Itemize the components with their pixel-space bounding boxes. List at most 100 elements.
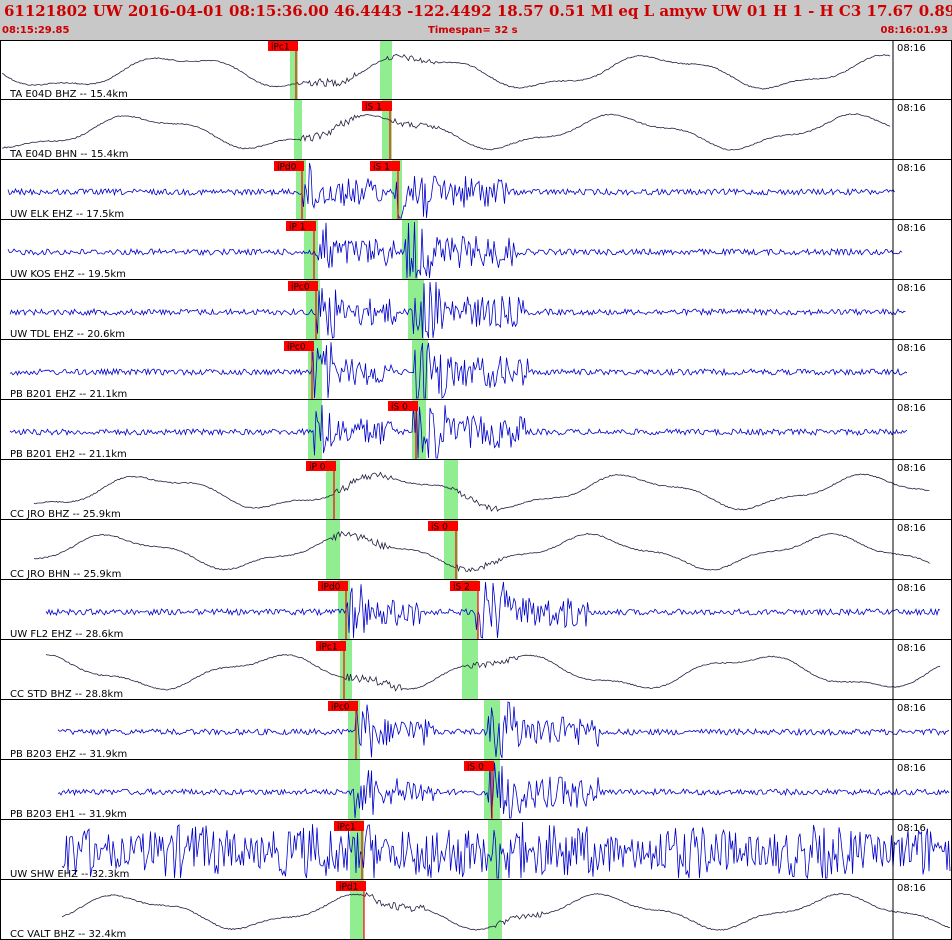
time-label: 08:16 <box>897 163 926 174</box>
time-label: 08:16 <box>897 883 926 894</box>
p-pick-label: iPd0 <box>321 583 341 593</box>
s-pick-flag <box>370 161 400 171</box>
p-pick-label: iPc1 <box>271 43 290 53</box>
waveform <box>61 891 951 931</box>
s-pick-label: iS 0 <box>391 403 408 413</box>
s-pick-flag <box>464 761 494 771</box>
p-pick-flag <box>328 701 358 711</box>
time-label: 08:16 <box>897 583 926 594</box>
station-label: CC JRO BHN -- 25.9km <box>10 569 121 580</box>
trace-row[interactable]: iPd1 08:16 CC VALT BHZ -- 32.4km <box>0 880 952 940</box>
trace-row[interactable]: iPc1 08:16 TA E04D BHZ -- 15.4km <box>0 40 952 100</box>
waveform <box>9 281 906 339</box>
time-label: 08:16 <box>897 403 926 414</box>
p-window <box>290 40 298 100</box>
waveform <box>1 113 891 151</box>
time-label: 08:16 <box>897 463 926 474</box>
panel-frame <box>0 40 952 940</box>
waveform <box>45 654 941 692</box>
trace-row[interactable]: iPc0 08:16 PB B201 EHZ -- 21.1km <box>0 340 952 400</box>
trace-row[interactable]: iS 1 08:16 TA E04D BHN -- 15.4km <box>0 100 952 160</box>
station-label: TA E04D BHN -- 15.4km <box>9 149 129 160</box>
s-pick-label: iS 2 <box>453 583 470 593</box>
seismogram-panel[interactable]: iPc1 08:16 TA E04D BHZ -- 15.4km iS 1 08:16 T… <box>0 40 952 940</box>
station-label: UW KOS EHZ -- 19.5km <box>10 269 126 280</box>
p-pick-flag <box>286 221 316 231</box>
p-pick-flag <box>274 161 304 171</box>
p-pick-label: iPd0 <box>277 163 297 173</box>
s-pick-label: iS 1 <box>373 163 390 173</box>
s-window <box>462 580 478 640</box>
s-pick-label: iS 1 <box>365 103 382 113</box>
trace-row[interactable]: iP 0 08:16 CC JRO BHZ -- 25.9km <box>0 460 952 520</box>
p-pick-label: iP 1 <box>289 223 306 233</box>
s-pick-flag <box>362 101 392 111</box>
p-pick-flag <box>336 881 366 891</box>
time-label: 08:16 <box>897 343 926 354</box>
time-label: 08:16 <box>897 823 926 834</box>
p-pick-flag <box>288 281 318 291</box>
trace-row[interactable]: iPc1 08:16 CC STD BHZ -- 28.8km <box>0 640 952 700</box>
p-pick-label: iPc1 <box>337 823 356 833</box>
waveform <box>33 471 930 512</box>
end-time-label: 08:16:01.93 <box>880 25 948 36</box>
header-bar: 61121802 UW 2016-04-01 08:15:36.00 46.44… <box>0 0 952 40</box>
p-window <box>326 520 340 580</box>
trace-row[interactable]: iP 1 08:16 UW KOS EHZ -- 19.5km <box>0 220 952 280</box>
event-title: 61121802 UW 2016-04-01 08:15:36.00 46.44… <box>4 2 952 20</box>
trace-row[interactable]: iPc0 08:16 UW TDL EHZ -- 20.6km <box>0 280 952 340</box>
time-label: 08:16 <box>897 223 926 234</box>
station-label: UW TDL EHZ -- 20.6km <box>10 329 125 340</box>
time-label: 08:16 <box>897 43 926 54</box>
p-pick-label: iPc1 <box>319 643 338 653</box>
timespan-label: Timespan= 32 s <box>428 25 518 36</box>
p-window <box>338 580 350 640</box>
s-pick-label: iS 0 <box>431 523 448 533</box>
p-pick-flag <box>316 641 346 651</box>
waveform <box>33 530 930 573</box>
p-pick-flag <box>318 581 348 591</box>
station-label: TA E04D BHZ -- 15.4km <box>9 89 128 100</box>
s-window <box>488 820 502 880</box>
trace-row[interactable]: iS 0 08:16 PB B201 EH2 -- 21.1km <box>0 400 952 460</box>
time-label: 08:16 <box>897 283 926 294</box>
waveform <box>1 54 891 90</box>
s-pick-label: iS 0 <box>467 763 484 773</box>
waveform <box>45 581 941 639</box>
waveform <box>9 342 908 399</box>
s-window <box>444 460 458 520</box>
station-label: UW FL2 EHZ -- 28.6km <box>10 629 123 640</box>
s-window <box>380 40 392 100</box>
s-window <box>488 880 502 940</box>
time-label: 08:16 <box>897 703 926 714</box>
s-pick-flag <box>428 521 458 531</box>
station-label: PB B201 EH2 -- 21.1km <box>10 449 127 460</box>
s-window <box>444 520 458 580</box>
p-pick-label: iP 0 <box>309 463 326 473</box>
s-pick-flag <box>388 401 418 411</box>
s-window <box>462 640 478 700</box>
p-pick-flag <box>268 41 298 51</box>
time-label: 08:16 <box>897 643 926 654</box>
time-label: 08:16 <box>897 523 926 534</box>
station-label: CC STD BHZ -- 28.8km <box>10 689 123 700</box>
waveform <box>57 761 950 819</box>
trace-row[interactable]: iPc0 08:16 PB B203 EHZ -- 31.9km <box>0 700 952 760</box>
start-time-label: 08:15:29.85 <box>2 25 70 36</box>
p-pick-label: iPc0 <box>287 343 306 353</box>
trace-row[interactable]: iS 0 08:16 CC JRO BHN -- 25.9km <box>0 520 952 580</box>
station-label: UW ELK EHZ -- 17.5km <box>10 209 124 220</box>
p-window <box>326 460 340 520</box>
p-window <box>294 100 302 160</box>
waveform <box>61 821 951 880</box>
trace-row[interactable]: iS 0 08:16 PB B203 EH1 -- 31.9km <box>0 760 952 820</box>
trace-row[interactable]: iPc1 08:16 UW SHW EHZ -- 32.3km <box>0 820 952 880</box>
time-label: 08:16 <box>897 103 926 114</box>
trace-row[interactable]: iPd0 iS 1 08:16 UW ELK EHZ -- 17.5km <box>0 160 952 220</box>
trace-row[interactable]: iPd0 iS 2 08:16 UW FL2 EHZ -- 28.6km <box>0 580 952 640</box>
station-label: PB B201 EHZ -- 21.1km <box>10 389 127 400</box>
waveform <box>7 162 895 219</box>
station-label: CC JRO BHZ -- 25.9km <box>10 509 121 520</box>
station-label: UW SHW EHZ -- 32.3km <box>10 869 129 880</box>
p-window <box>348 760 360 820</box>
